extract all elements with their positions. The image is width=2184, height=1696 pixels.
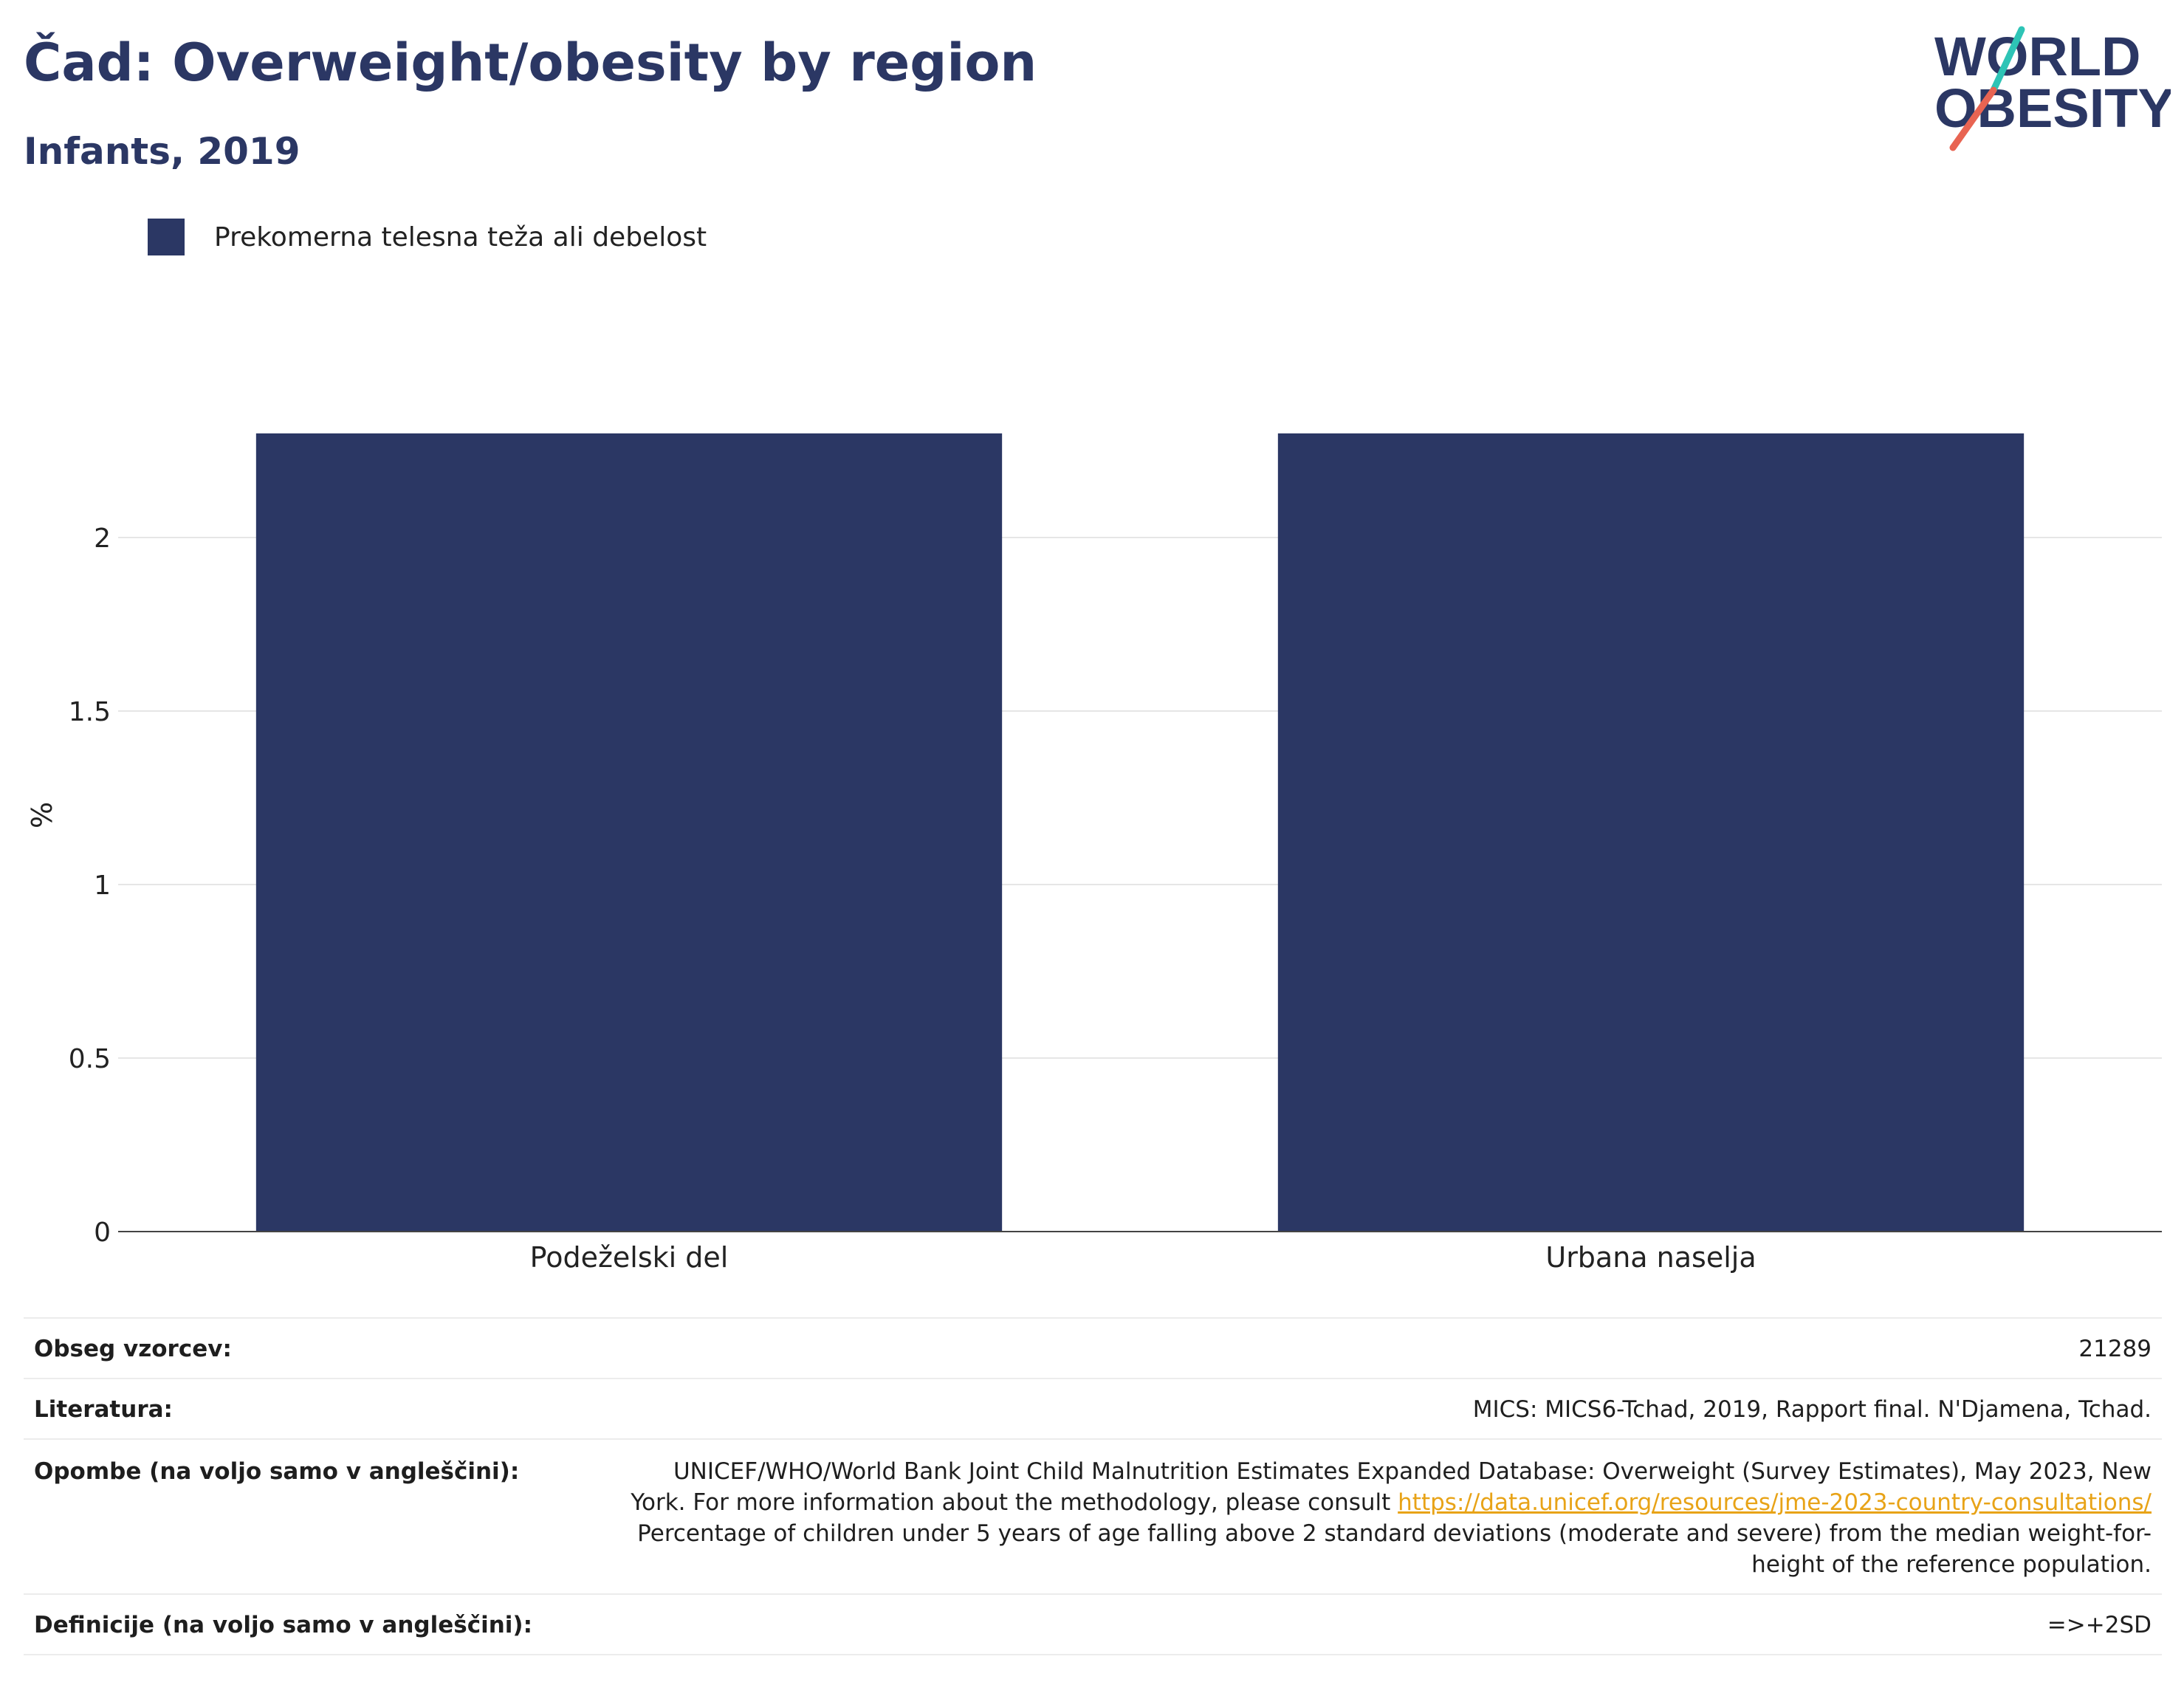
meta-value: MICS: MICS6-Tchad, 2019, Rapport final. …	[605, 1378, 2162, 1440]
logo-word-world: WORLD	[1934, 26, 2141, 87]
meta-key: Opombe (na voljo samo v angleščini):	[24, 1438, 605, 1595]
bar-chart: 0 0.5 1 1.5 2 Podeželski del Urbana naselja%	[26, 433, 2162, 1274]
meta-value: UNICEF/WHO/World Bank Joint Child Malnut…	[605, 1438, 2162, 1595]
logo-slash-teal	[1990, 26, 2025, 94]
notes-definition-text: Percentage of children under 5 years of …	[637, 1520, 2152, 1578]
meta-value: =>+2SD	[605, 1593, 2162, 1655]
meta-row-sample-size: Obseg vzorcev: 21289	[24, 1317, 2162, 1379]
meta-key: Definicije (na voljo samo v angleščini):	[24, 1593, 605, 1655]
logo-slash-red	[1949, 86, 1997, 151]
meta-key: Literatura:	[24, 1378, 605, 1440]
chart-subtitle: Infants, 2019	[24, 130, 301, 173]
legend-swatch	[148, 219, 185, 255]
y-tick-label: 2	[94, 523, 111, 554]
chart-legend: Prekomerna telesna teža ali debelost	[148, 219, 707, 255]
meta-row-notes: Opombe (na voljo samo v angleščini): UNI…	[24, 1438, 2162, 1595]
bar-1	[1277, 433, 2025, 1232]
metadata-table: Obseg vzorcev: 21289 Literatura: MICS: M…	[24, 1317, 2162, 1655]
y-tick-label: 1	[94, 871, 111, 901]
meta-key: Obseg vzorcev:	[24, 1317, 605, 1379]
x-tick-label: Podeželski del	[530, 1241, 729, 1274]
logo-word-obesity: OBESITY	[1934, 78, 2171, 139]
x-tick-label: Urbana naselja	[1545, 1241, 1756, 1274]
meta-row-literature: Literatura: MICS: MICS6-Tchad, 2019, Rap…	[24, 1378, 2162, 1440]
y-tick-label: 0.5	[69, 1044, 111, 1074]
notes-text: UNICEF/WHO/World Bank Joint Child Malnut…	[631, 1458, 2152, 1516]
meta-value: 21289	[605, 1317, 2162, 1379]
y-tick-label: 1.5	[69, 697, 111, 727]
bar-0	[255, 433, 1003, 1232]
meta-row-definitions: Definicije (na voljo samo v angleščini):…	[24, 1593, 2162, 1655]
y-axis-label: %	[26, 802, 58, 828]
notes-link[interactable]: https://data.unicef.org/resources/jme-20…	[1398, 1489, 2152, 1516]
chart-title: Čad: Overweight/obesity by region	[24, 32, 1037, 93]
legend-label: Prekomerna telesna teža ali debelost	[214, 222, 707, 253]
world-obesity-logo: WORLD OBESITY	[1934, 26, 2171, 151]
y-tick-label: 0	[94, 1218, 111, 1248]
